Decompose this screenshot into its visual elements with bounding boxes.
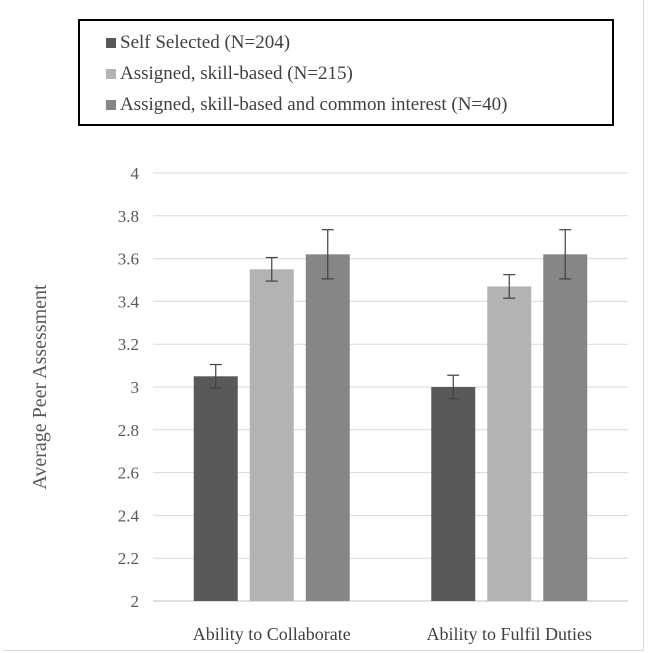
legend-label-skill-based: Assigned, skill-based (N=215) (120, 63, 353, 84)
bar (305, 254, 350, 601)
legend-swatch-self-selected (106, 38, 116, 48)
y-tick-label: 3.8 (118, 207, 139, 226)
legend-label-skill-interest: Assigned, skill-based and common interes… (120, 94, 508, 115)
y-tick-label: 3.4 (118, 292, 140, 311)
legend-item-skill-interest: Assigned, skill-based and common interes… (106, 90, 507, 120)
y-tick-label: 2.4 (118, 506, 140, 525)
x-category-label: Ability to Fulfil Duties (426, 624, 592, 644)
bar (193, 376, 238, 601)
legend-item-skill-based: Assigned, skill-based (N=215) (106, 59, 353, 89)
legend-item-self-selected: Self Selected (N=204) (106, 28, 290, 58)
legend-swatch-skill-interest (106, 100, 116, 110)
x-category-label: Ability to Collaborate (193, 624, 351, 644)
y-tick-label: 2.8 (118, 421, 139, 440)
bar (249, 269, 294, 601)
y-tick-label: 4 (131, 164, 140, 183)
y-tick-label: 2.6 (118, 464, 139, 483)
y-axis-title: Average Peer Assessment (29, 284, 51, 490)
legend-swatch-skill-based (106, 69, 116, 79)
y-tick-label: 3.6 (118, 250, 139, 269)
chart-frame (3, 0, 644, 651)
legend: Self Selected (N=204) Assigned, skill-ba… (78, 19, 614, 126)
bar (431, 387, 476, 601)
y-tick-label: 3 (131, 378, 140, 397)
bar (487, 286, 532, 601)
y-tick-label: 2.2 (118, 549, 139, 568)
bar (543, 254, 588, 601)
legend-label-self-selected: Self Selected (N=204) (120, 32, 291, 53)
y-tick-label: 3.2 (118, 335, 139, 354)
y-tick-label: 2 (131, 592, 140, 611)
